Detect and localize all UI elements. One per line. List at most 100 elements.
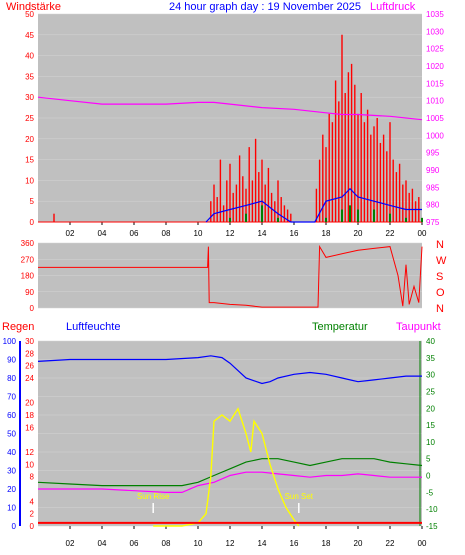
humidity-y-tick-label: 20 bbox=[7, 485, 16, 494]
pressure-y-tick-label: 1035 bbox=[426, 10, 444, 19]
direction-compass-label: N bbox=[436, 303, 444, 315]
wind-x-tick-label: 04 bbox=[98, 229, 107, 238]
pressure-y-tick-label: 1010 bbox=[426, 97, 444, 106]
direction-compass-label: N bbox=[436, 239, 444, 251]
pressure-y-tick-label: 1000 bbox=[426, 131, 444, 140]
wind-x-tick-label: 00 bbox=[418, 229, 427, 238]
rain-y-tick-label: 18 bbox=[25, 411, 34, 420]
pressure-y-tick-label: 995 bbox=[426, 149, 440, 158]
direction-compass-label: S bbox=[436, 271, 443, 283]
direction-line bbox=[38, 244, 423, 308]
temperature-line bbox=[37, 458, 423, 487]
pressure-y-tick-label: 1030 bbox=[426, 27, 444, 36]
rain-y-tick-label: 30 bbox=[25, 337, 34, 346]
dewpoint-line bbox=[38, 471, 422, 493]
pressure-y-tick-label: 985 bbox=[426, 183, 440, 192]
wind-y-tick-label: 5 bbox=[30, 197, 35, 206]
temperature-y-tick-label: 25 bbox=[426, 387, 435, 396]
wind-x-tick-label: 06 bbox=[130, 229, 139, 238]
humidity-y-tick-label: 70 bbox=[7, 393, 16, 402]
climate-x-tick-label: 16 bbox=[290, 539, 299, 548]
temperature-y-tick-label: 40 bbox=[426, 337, 435, 346]
direction-layer: 0 N 90 W 180 S 270 O 360 N bbox=[21, 239, 447, 315]
temperature-y-tick-label: 5 bbox=[426, 455, 431, 464]
temperature-y-tick-label: 10 bbox=[426, 438, 435, 447]
temperature-axis-label: Temperatur bbox=[312, 321, 368, 333]
temperature-y-tick-label: 15 bbox=[426, 421, 435, 430]
climate-x-tick-label: 10 bbox=[194, 539, 203, 548]
rain-y-tick-label: 24 bbox=[25, 374, 34, 383]
wind-x-tick-label: 18 bbox=[322, 229, 331, 238]
climate-x-tick-label: 00 bbox=[418, 539, 427, 548]
temperature-y-tick-label: 0 bbox=[426, 472, 431, 481]
humidity-y-tick-label: 10 bbox=[7, 504, 16, 513]
climate-x-tick-label: 20 bbox=[354, 539, 363, 548]
climate-x-tick-label: 02 bbox=[66, 539, 75, 548]
climate-x-tick-label: 14 bbox=[258, 539, 267, 548]
rain-y-tick-label: 26 bbox=[25, 362, 34, 371]
humidity-y-tick-label: 60 bbox=[7, 411, 16, 420]
rain-y-tick-label: 0 bbox=[30, 522, 35, 531]
humidity-y-tick-label: 50 bbox=[7, 430, 16, 439]
pressure-y-tick-label: 1025 bbox=[426, 45, 444, 54]
wind-x-tick-label: 12 bbox=[226, 229, 235, 238]
wind-y-tick-label: 10 bbox=[25, 176, 34, 185]
humidity-y-tick-label: 100 bbox=[3, 337, 17, 346]
pressure-y-tick-label: 1020 bbox=[426, 62, 444, 71]
pressure-y-tick-label: 1005 bbox=[426, 114, 444, 123]
humidity-y-tick-label: 40 bbox=[7, 448, 16, 457]
climate-x-tick-label: 22 bbox=[386, 539, 395, 548]
sunset-label: Sun Set bbox=[285, 492, 314, 501]
rain-y-tick-label: 20 bbox=[25, 399, 34, 408]
sunrise-label: Sun Rise bbox=[137, 492, 170, 501]
rain-y-tick-label: 2 bbox=[30, 510, 35, 519]
wind-y-tick-label: 40 bbox=[25, 52, 34, 61]
temperature-y-tick-label: -10 bbox=[426, 505, 438, 514]
humidity-axis-label: Luftfeuchte bbox=[66, 321, 120, 333]
wind-axis-label: Windstärke bbox=[6, 1, 61, 13]
rain-y-tick-label: 16 bbox=[25, 423, 34, 432]
pressure-axis-label: Luftdruck bbox=[370, 1, 416, 13]
humidity-y-tick-label: 90 bbox=[7, 356, 16, 365]
climate-layer: 0102030405060708090100024810121618202426… bbox=[3, 337, 438, 548]
humidity-y-tick-label: 80 bbox=[7, 374, 16, 383]
direction-y-tick-label: 0 bbox=[30, 304, 35, 313]
wind-y-tick-label: 20 bbox=[25, 135, 34, 144]
wind-x-tick-label: 14 bbox=[258, 229, 267, 238]
pressure-line bbox=[37, 96, 423, 121]
chart-title: 24 hour graph day : 19 November 2025 bbox=[169, 1, 361, 13]
wind-y-tick-label: 45 bbox=[25, 31, 34, 40]
direction-y-tick-label: 90 bbox=[25, 288, 34, 297]
climate-x-tick-label: 08 bbox=[162, 539, 171, 548]
wind-y-tick-label: 15 bbox=[25, 156, 34, 165]
wind-x-tick-label: 08 bbox=[162, 229, 171, 238]
rain-y-tick-label: 4 bbox=[30, 497, 35, 506]
climate-x-tick-label: 04 bbox=[98, 539, 107, 548]
direction-y-tick-label: 180 bbox=[21, 272, 35, 281]
pressure-y-tick-label: 980 bbox=[426, 201, 440, 210]
wind-x-tick-label: 20 bbox=[354, 229, 363, 238]
direction-y-tick-label: 360 bbox=[21, 239, 35, 248]
wind-y-tick-label: 50 bbox=[25, 10, 34, 19]
wind-x-tick-label: 10 bbox=[194, 229, 203, 238]
climate-x-tick-label: 18 bbox=[322, 539, 331, 548]
rain-y-tick-label: 8 bbox=[30, 473, 35, 482]
wind-y-tick-label: 0 bbox=[30, 218, 35, 227]
direction-compass-label: O bbox=[436, 287, 445, 299]
wind-x-tick-label: 02 bbox=[66, 229, 75, 238]
wind-x-tick-label: 22 bbox=[386, 229, 395, 238]
pressure-y-tick-label: 990 bbox=[426, 166, 440, 175]
wind-y-tick-label: 30 bbox=[25, 93, 34, 102]
direction-compass-label: W bbox=[436, 255, 447, 267]
wind-y-tick-label: 35 bbox=[25, 72, 34, 81]
temperature-y-tick-label: 35 bbox=[426, 354, 435, 363]
pressure-y-tick-label: 975 bbox=[426, 218, 440, 227]
direction-y-tick-label: 270 bbox=[21, 255, 35, 264]
climate-x-tick-label: 06 bbox=[130, 539, 139, 548]
humidity-y-tick-label: 30 bbox=[7, 467, 16, 476]
dewpoint-axis-label: Taupunkt bbox=[396, 321, 441, 333]
rain-y-tick-label: 28 bbox=[25, 349, 34, 358]
humidity-y-tick-label: 0 bbox=[12, 522, 17, 531]
